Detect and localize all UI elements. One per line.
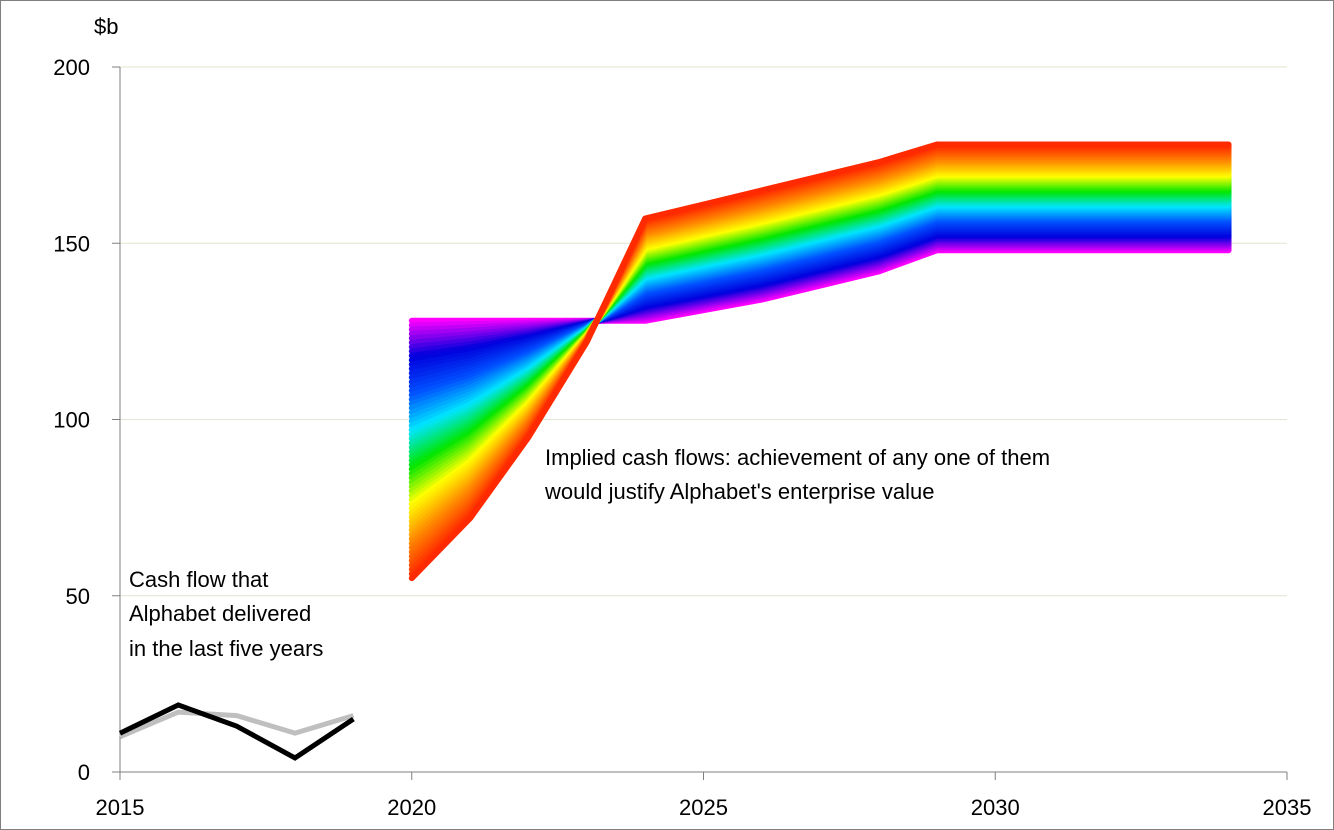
annotation-historical-line-1: Cash flow that [129, 567, 268, 592]
annotation-implied: Implied cash flows: achievement of any o… [544, 445, 1050, 504]
y-tick-label-0: 0 [78, 760, 90, 785]
y-tick-label-100: 100 [53, 408, 90, 433]
historical-cash-flow-line-0 [119, 709, 355, 740]
x-tick-label-2025: 2025 [679, 795, 728, 820]
historical-cash-flow-line-1 [118, 702, 355, 761]
annotation-historical-line-2: Alphabet delivered [129, 601, 311, 626]
historical-cash-flow-lines [118, 702, 355, 761]
implied-cash-flow-line-0 [408, 141, 1232, 582]
y-tick-label-150: 150 [53, 231, 90, 256]
annotation-implied-line-1: Implied cash flows: achievement of any o… [545, 445, 1050, 470]
x-tick-label-2035: 2035 [1263, 795, 1312, 820]
x-tick-label-2020: 2020 [387, 795, 436, 820]
annotation-implied-line-2: would justify Alphabet's enterprise valu… [544, 479, 934, 504]
axes [112, 66, 1288, 780]
x-tick-label-2015: 2015 [96, 795, 145, 820]
annotation-historical-line-3: in the last five years [129, 636, 323, 661]
tick-labels: 0 50 100 150 200 2015 2020 2025 2030 2035 [53, 55, 1311, 820]
implied-cash-flow-band [408, 141, 1232, 582]
x-tick-label-2030: 2030 [971, 795, 1020, 820]
y-tick-label-200: 200 [53, 55, 90, 80]
annotation-historical: Cash flow that Alphabet delivered in the… [129, 567, 323, 661]
y-axis-label: $b [94, 14, 118, 39]
y-tick-label-50: 50 [66, 584, 90, 609]
